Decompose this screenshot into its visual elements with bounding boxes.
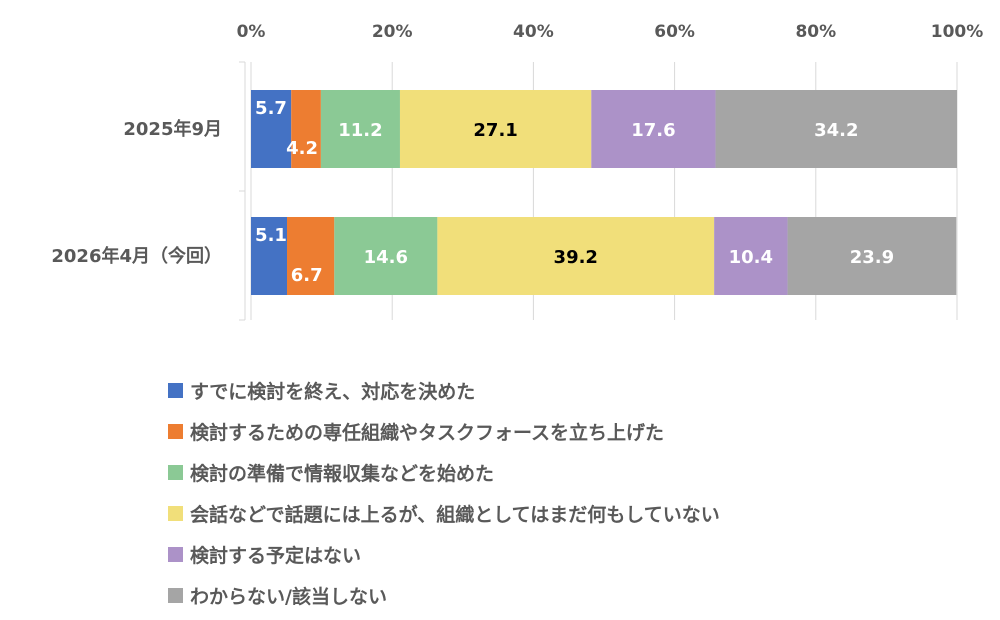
legend-label: すでに検討を終え、対応を決めた [190,381,476,403]
legend-item: 検討するための専任組織やタスクフォースを立ち上げた [168,411,720,452]
legend-label: 検討する予定はない [190,545,362,567]
data-label: 34.2 [814,120,858,141]
category-label: 2025年9月 [123,118,222,140]
data-label: 6.7 [291,265,323,286]
data-label: 17.6 [631,120,675,141]
category-label: 2026年4月（今回） [51,245,222,267]
data-label: 39.2 [554,247,598,268]
data-label: 23.9 [850,247,894,268]
data-label: 5.7 [255,98,287,119]
data-label: 4.2 [286,138,318,159]
bar-segment [287,217,335,295]
bar-segment [591,90,716,168]
chart-legend: すでに検討を終え、対応を決めた検討するための専任組織やタスクフォースを立ち上げた… [168,370,720,616]
legend-swatch [168,588,183,603]
legend-swatch [168,465,183,480]
legend-label: 検討するための専任組織やタスクフォースを立ち上げた [190,422,665,444]
x-tick-label: 100% [931,22,984,42]
legend-item: わからない/該当しない [168,575,720,616]
bar-segment [320,90,400,168]
bar-segment [399,90,592,168]
legend-swatch [168,506,183,521]
x-tick-label: 20% [372,22,413,42]
data-label: 27.1 [473,120,517,141]
data-label: 14.6 [364,247,408,268]
legend-swatch [168,424,183,439]
x-tick-label: 60% [654,22,695,42]
legend-item: すでに検討を終え、対応を決めた [168,370,720,411]
legend-item: 会話などで話題には上るが、組織としてはまだ何もしていない [168,493,720,534]
legend-swatch [168,383,183,398]
bar-segment [334,217,438,295]
bar-segment [787,217,957,295]
legend-item: 検討の準備で情報収集などを始めた [168,452,720,493]
bar-segment [714,217,788,295]
bar-segment [715,90,957,168]
legend-label: 会話などで話題には上るが、組織としてはまだ何もしていない [190,504,720,526]
bar-segment [291,90,321,168]
x-tick-label: 40% [513,22,554,42]
legend-label: わからない/該当しない [190,586,387,608]
x-tick-label: 80% [795,22,836,42]
data-label: 10.4 [729,247,773,268]
data-label: 11.2 [338,120,382,141]
legend-item: 検討する予定はない [168,534,720,575]
data-label: 5.1 [255,225,287,246]
bar-segment [251,217,288,295]
x-tick-label: 0% [237,22,266,42]
bar-segment [437,217,715,295]
legend-label: 検討の準備で情報収集などを始めた [190,463,495,485]
stacked-bar-chart: 0% 20% 40% 60% 80% 100% 2025年9月 2026年4月（今回） 5.7 4… [51,22,984,321]
legend-swatch [168,547,183,562]
bar-segment [251,90,292,168]
